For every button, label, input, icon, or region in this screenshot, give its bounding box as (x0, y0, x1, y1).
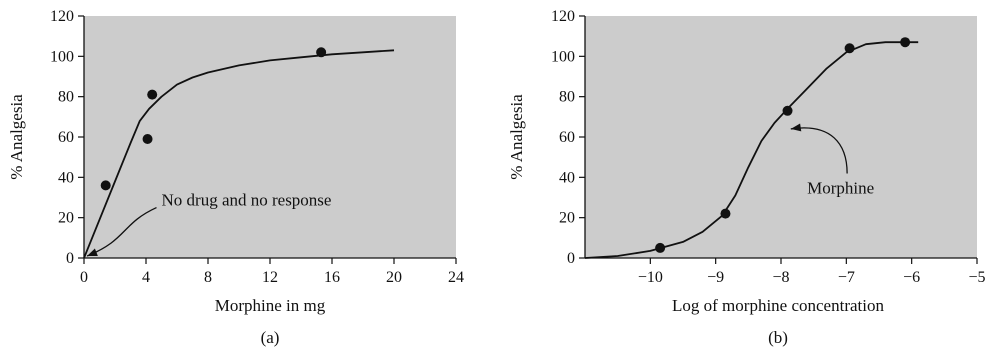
ticks-b: −10 −9 −8 −7 −6 −5 0 20 40 60 80 100 120 (551, 8, 986, 286)
points-layer-a (100, 47, 327, 191)
annotation-arrow-line-a (86, 206, 157, 257)
panel-a: 0 4 8 12 16 20 24 0 20 40 60 80 100 120 No drug and n… (7, 8, 464, 347)
x-tick-label-b-5: −5 (968, 269, 985, 286)
x-tick-label-b-1: −9 (707, 269, 724, 286)
y-tick-label-b-2: 40 (559, 169, 575, 186)
x-tick-label-b-0: −10 (638, 269, 663, 286)
x-tick-label-a-1: 4 (142, 269, 150, 286)
y-tick-label-b-4: 80 (559, 89, 575, 106)
data-point-b-2 (720, 208, 731, 219)
plot-area-a (84, 16, 456, 258)
x-axis-title-b: Log of morphine concentration (672, 296, 884, 315)
annotation-arrow-head-a (87, 248, 98, 256)
annotation-arrow-line-b (790, 127, 848, 174)
x-tick-label-a-0: 0 (80, 269, 88, 286)
data-point-b-1 (655, 242, 666, 253)
x-tick-label-b-2: −8 (772, 269, 789, 286)
y-axis-title-b: % Analgesia (507, 94, 526, 180)
data-point-a-1 (100, 180, 111, 191)
y-tick-label-a-0: 0 (66, 250, 74, 267)
y-tick-label-b-6: 120 (551, 8, 575, 25)
x-tick-label-a-4: 16 (324, 269, 340, 286)
y-tick-label-b-1: 20 (559, 210, 575, 227)
data-point-b-5 (900, 37, 911, 48)
y-tick-label-b-3: 60 (559, 129, 575, 146)
annotation-text-a: No drug and no response (162, 191, 332, 210)
y-tick-label-b-0: 0 (567, 250, 575, 267)
y-tick-label-a-5: 100 (50, 48, 74, 65)
y-tick-label-a-2: 40 (58, 169, 74, 186)
ticks-a: 0 4 8 12 16 20 24 0 20 40 60 80 100 120 (50, 8, 464, 286)
annotation-b: Morphine (790, 123, 874, 197)
x-tick-label-b-4: −6 (903, 269, 920, 286)
plot-area-b (585, 16, 977, 258)
x-tick-label-a-6: 24 (448, 269, 464, 286)
dose-response-curve-a (83, 49, 395, 259)
y-tick-label-b-5: 100 (551, 48, 575, 65)
x-tick-label-a-5: 20 (386, 269, 402, 286)
y-tick-label-a-4: 80 (58, 89, 74, 106)
curve-layer-a (83, 49, 395, 259)
x-tick-label-a-3: 12 (262, 269, 278, 286)
panel-label-b: (b) (768, 328, 788, 347)
data-point-b-3 (782, 105, 793, 116)
panel-b: −10 −9 −8 −7 −6 −5 0 20 40 60 80 100 120 Morphine % … (507, 8, 986, 347)
annotation-a: No drug and no response (86, 191, 332, 257)
y-tick-label-a-3: 60 (58, 129, 74, 146)
y-tick-label-a-6: 120 (50, 8, 74, 25)
x-tick-label-a-2: 8 (204, 269, 212, 286)
points-layer-b (655, 37, 911, 253)
x-axis-title-a: Morphine in mg (215, 296, 326, 315)
y-tick-label-a-1: 20 (58, 210, 74, 227)
data-point-a-4 (316, 47, 327, 58)
panel-label-a: (a) (261, 328, 280, 347)
data-point-a-3 (147, 89, 158, 100)
x-tick-label-b-3: −7 (838, 269, 855, 286)
y-axis-title-a: % Analgesia (7, 94, 26, 180)
annotation-text-b: Morphine (807, 178, 874, 197)
annotation-arrow-head-b (790, 123, 802, 132)
data-point-a-2 (142, 134, 153, 145)
data-point-b-4 (844, 43, 855, 54)
